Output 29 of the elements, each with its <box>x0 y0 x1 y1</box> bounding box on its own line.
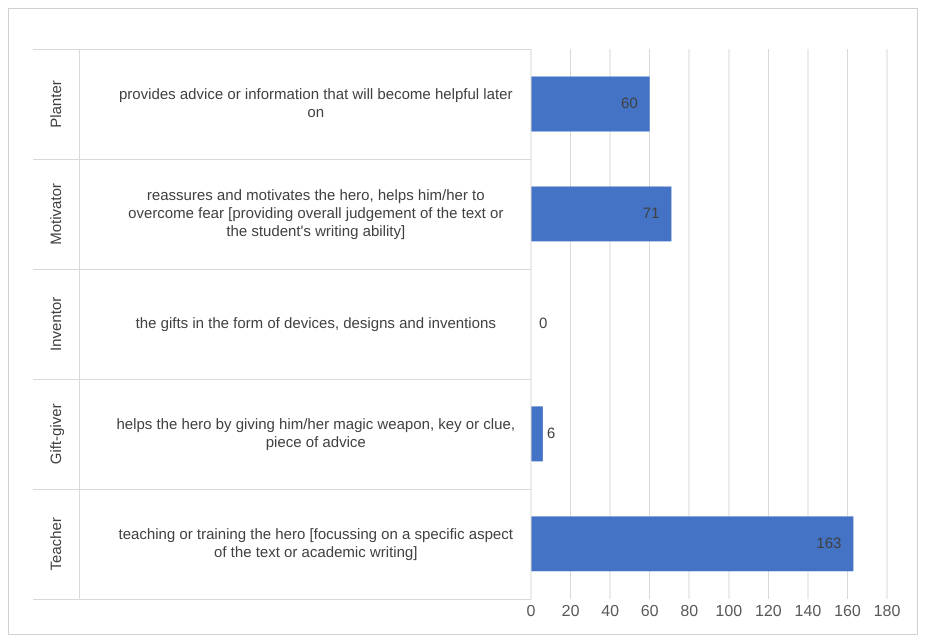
x-tick-label: 100 <box>715 602 742 620</box>
x-tick-label: 60 <box>640 602 659 620</box>
y2-tick-label: Inventor <box>48 296 66 351</box>
x-tick-label: 40 <box>601 602 620 620</box>
bar <box>532 516 854 572</box>
data-label: 163 <box>816 534 842 552</box>
x-tick-label: 20 <box>562 602 580 620</box>
y-tick-label: reassures and motivates the hero, helps him/her to overcome fear [providing overall judgement of the text or the student's writing ability] <box>128 187 504 240</box>
data-label: 6 <box>546 425 556 442</box>
y-tick-label: provides advice or information that will become helpful later on <box>118 86 512 122</box>
data-label: 0 <box>539 315 548 332</box>
y-tick-label: the gifts in the form of devices, designs and inventions <box>136 315 496 332</box>
x-tick-label: 120 <box>754 602 782 620</box>
bar <box>532 186 672 242</box>
data-label: 60 <box>620 95 638 112</box>
bar <box>532 76 650 132</box>
y2-tick-label: Gift-giver <box>48 403 66 464</box>
y2-tick-label: Motivator <box>48 183 66 245</box>
x-tick-label: 160 <box>834 602 861 620</box>
bar <box>532 406 543 462</box>
x-tick-label: 140 <box>794 602 822 620</box>
data-label: 71 <box>642 205 660 222</box>
x-tick-label: 0 <box>526 602 536 620</box>
y-tick-label: teaching or training the hero [focussing on a specific aspect of the text or academic writing] <box>118 526 514 561</box>
y-tick-label: helps the hero by giving him/her magic weapon, key or clue, piece of advice <box>116 416 516 451</box>
x-tick-label: 180 <box>874 602 900 620</box>
x-tick-label: 80 <box>680 602 698 620</box>
y2-tick-label: Teacher <box>48 517 66 571</box>
y2-tick-label: Planter <box>48 80 66 128</box>
